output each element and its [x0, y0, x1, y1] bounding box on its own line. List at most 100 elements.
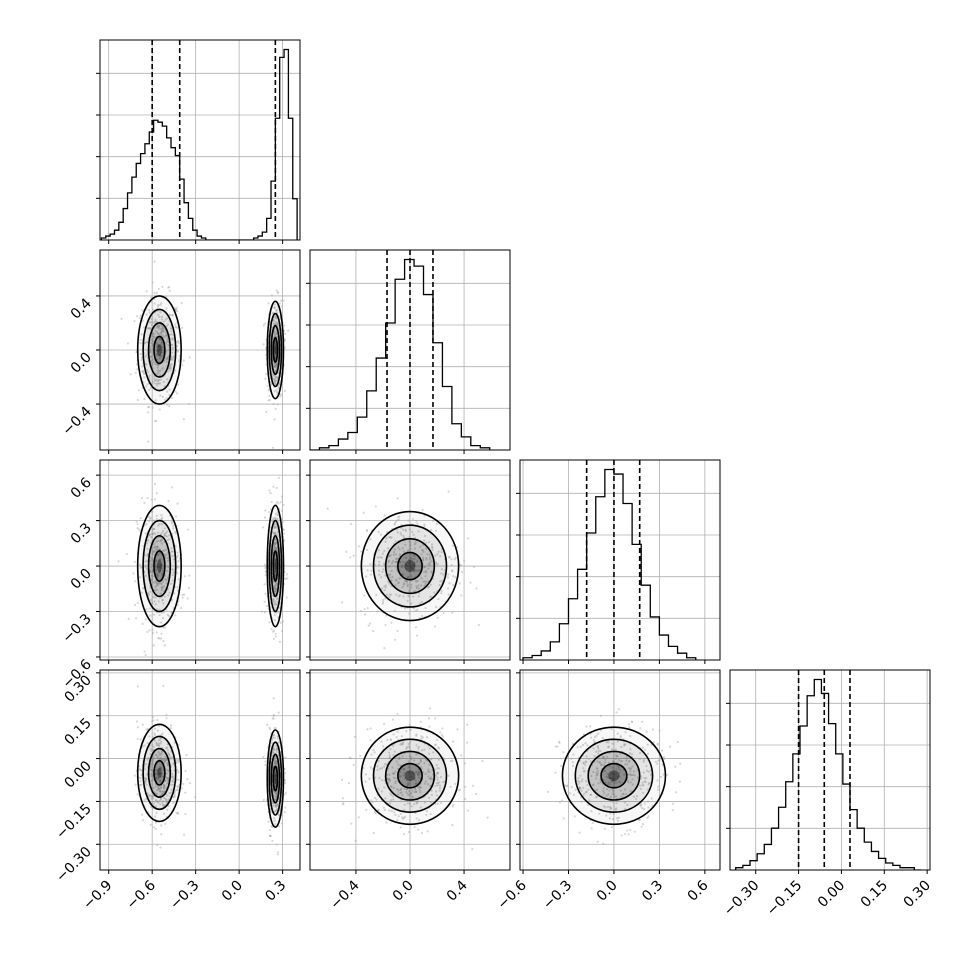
scatter-point [419, 790, 422, 794]
scatter-point [437, 758, 440, 761]
scatter-point [271, 751, 274, 754]
scatter-point [446, 576, 449, 579]
scatter-point [179, 607, 183, 610]
scatter-point [163, 532, 166, 536]
scatter-point [274, 523, 278, 526]
scatter-point [139, 338, 142, 342]
scatter-point [396, 819, 399, 822]
scatter-point [168, 285, 171, 289]
density-shade [157, 559, 162, 573]
scatter-point [399, 743, 402, 746]
scatter-point [424, 582, 427, 586]
scatter-point [158, 315, 161, 319]
scatter-point [586, 783, 589, 787]
scatter-point [371, 800, 374, 804]
scatter-point [402, 560, 405, 563]
scatter-point [274, 350, 277, 353]
scatter-point [153, 531, 156, 534]
scatter-point [283, 811, 286, 814]
scatter-point [139, 566, 142, 569]
scatter-point [604, 781, 607, 784]
scatter-point [156, 366, 159, 369]
scatter-point [437, 747, 441, 750]
scatter-point [623, 773, 626, 776]
scatter-point [278, 825, 281, 828]
scatter-point [390, 793, 393, 797]
scatter-point [274, 760, 277, 763]
scatter-point [640, 803, 643, 806]
scatter-point [145, 797, 148, 800]
scatter-point [161, 341, 164, 344]
scatter-point [410, 575, 413, 578]
density-shade [157, 344, 162, 356]
scatter-point [603, 827, 607, 830]
scatter-point [173, 592, 176, 595]
contour-line [360, 510, 460, 622]
scatter-point [436, 802, 439, 806]
scatter-point [171, 775, 174, 778]
scatter-point [377, 759, 380, 762]
scatter-point [151, 602, 154, 605]
contour-line [142, 735, 177, 811]
scatter-point [401, 740, 405, 744]
y-tick-label: −0.4 [59, 404, 94, 439]
scatter-point [170, 362, 173, 366]
scatter-point [148, 607, 151, 610]
scatter-point [597, 749, 600, 752]
scatter-point [148, 376, 151, 379]
scatter-point [152, 613, 156, 616]
scatter-point [272, 318, 275, 321]
scatter-point [429, 583, 432, 586]
scatter-point [268, 726, 271, 729]
scatter-point [272, 364, 275, 367]
scatter-point [405, 788, 409, 791]
scatter-point [410, 775, 413, 778]
scatter-point [596, 760, 599, 763]
scatter-point [159, 846, 162, 849]
scatter-point [145, 313, 148, 316]
scatter-point [412, 590, 415, 593]
scatter-point [275, 748, 279, 751]
scatter-point [274, 569, 277, 572]
scatter-point [154, 821, 158, 824]
scatter-point [616, 755, 619, 758]
scatter-point [418, 785, 421, 788]
scatter-point [158, 571, 161, 574]
panel-content [326, 490, 480, 650]
scatter-point [402, 583, 406, 586]
scatter-point [273, 374, 277, 377]
scatter-point [275, 379, 278, 382]
scatter-point [429, 784, 432, 788]
contour-line [384, 750, 436, 801]
scatter-point [410, 566, 414, 570]
scatter-point [376, 765, 379, 768]
scatter-point [264, 763, 267, 767]
contour-line [272, 337, 279, 363]
scatter-point [188, 356, 191, 359]
scatter-point [277, 502, 280, 505]
scatter-point [153, 542, 156, 545]
scatter-point [557, 740, 561, 743]
scatter-point [273, 379, 276, 382]
scatter-point [272, 735, 275, 739]
scatter-point [283, 339, 287, 342]
scatter-point [149, 590, 152, 593]
panel-content [546, 708, 682, 845]
scatter-point [165, 358, 168, 361]
scatter-point [357, 545, 360, 548]
scatter-point [388, 751, 391, 754]
scatter-point [156, 777, 159, 780]
scatter-point [417, 747, 420, 750]
scatter-point [273, 380, 276, 383]
scatter-point [396, 582, 400, 585]
scatter-point [170, 520, 173, 524]
scatter-point [151, 532, 154, 535]
scatter-point [162, 327, 165, 330]
scatter-point [276, 290, 279, 294]
scatter-point [349, 522, 353, 526]
scatter-point [619, 760, 622, 763]
scatter-point [595, 734, 598, 737]
scatter-point [273, 776, 276, 779]
scatter-point [414, 788, 417, 791]
scatter-point [393, 523, 396, 526]
